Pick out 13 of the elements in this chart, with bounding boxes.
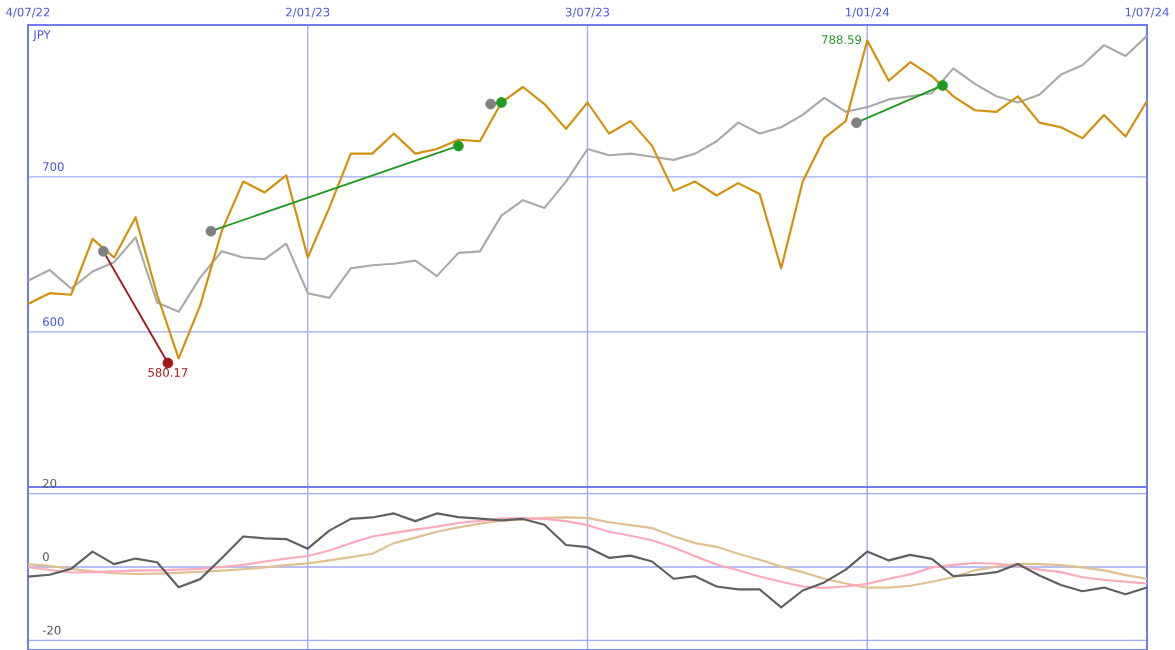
y-tick-label: 700 (43, 162, 64, 172)
y-tick-label: 20 (43, 478, 57, 488)
y-axis-title: JPY (32, 30, 51, 42)
x-tick-label: 3/07/23 (565, 7, 610, 18)
annotation: 580.17 (148, 368, 188, 377)
annotation: 788.59 (822, 35, 862, 44)
y-tick-label: -20 (42, 625, 61, 635)
x-tick-label: 4/07/22 (6, 7, 50, 18)
y-tick-label: 0 (42, 552, 49, 562)
y-tick-label: 600 (43, 317, 64, 327)
x-tick-label: 2/01/23 (286, 7, 330, 18)
x-tick-label: 1/07/24 (1125, 7, 1169, 18)
x-tick-label: 1/01/24 (846, 7, 890, 18)
